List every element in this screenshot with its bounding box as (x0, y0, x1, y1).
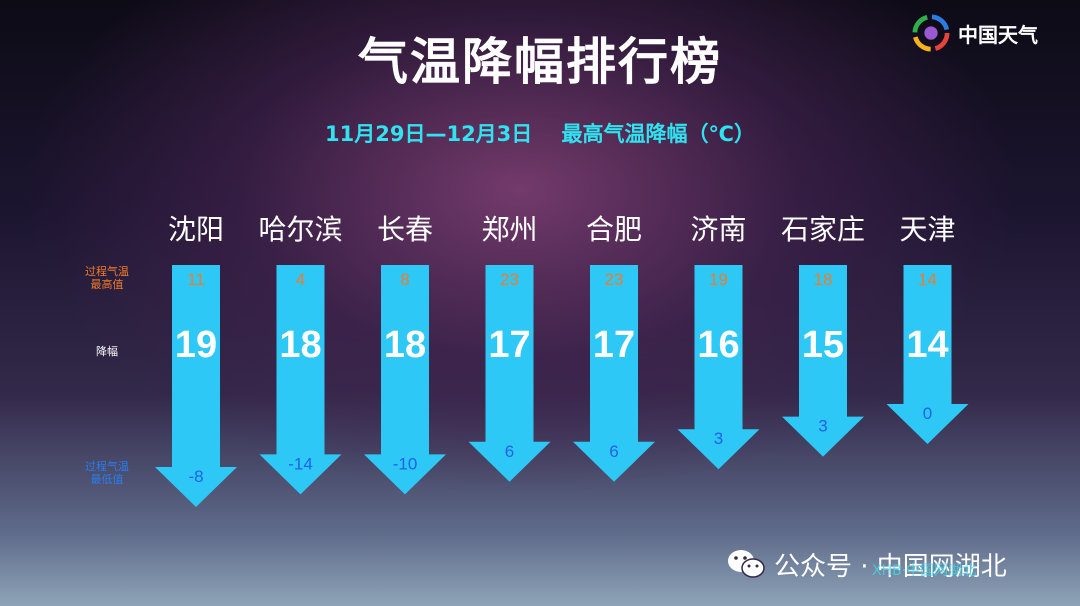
low-temp-label: -8 (188, 467, 203, 486)
drop-value-label: 18 (384, 324, 426, 366)
high-temp-label: 18 (814, 270, 833, 289)
drop-arrow: 8 18 -10 (364, 265, 446, 495)
high-temp-label: 23 (605, 270, 624, 289)
city-label: 哈尔滨 (258, 213, 343, 246)
row-label-high-line2: 最高值 (90, 278, 124, 291)
low-temp-label: 6 (505, 442, 514, 461)
drop-arrow: 23 17 6 (573, 265, 655, 482)
arrow-shape (886, 265, 969, 444)
city-label: 石家庄 (780, 213, 865, 246)
row-label-low: 过程气温 最低值 (72, 460, 142, 486)
watermark: 公众号 · 中国网湖北 (726, 544, 1007, 584)
arrow-shape (155, 265, 237, 507)
arrow-shape (677, 265, 760, 470)
drop-value-label: 16 (697, 324, 739, 366)
drop-arrow: 11 19 -8 (155, 265, 237, 507)
drop-arrow: 19 16 3 (677, 265, 760, 470)
low-temp-label: -14 (288, 454, 313, 473)
drop-value-label: 19 (175, 324, 217, 366)
arrow-shape (468, 265, 551, 482)
arrow-shape (573, 265, 655, 482)
city-label: 郑州 (481, 213, 538, 246)
city-label: 济南 (690, 213, 747, 246)
drop-value-label: 17 (593, 324, 635, 366)
city-label: 长春 (376, 213, 433, 246)
wechat-icon (728, 550, 765, 578)
watermark-text: 公众号 · 中国网湖北 (774, 551, 1007, 582)
weather-logo-icon (912, 14, 950, 52)
chart-subtitle: 11月29日—12月3日 最高气温降幅（℃） (325, 122, 755, 146)
high-temp-label: 8 (400, 270, 409, 289)
drop-value-label: 17 (488, 324, 530, 366)
row-label-low-line2: 最低值 (90, 473, 124, 486)
drop-arrow: 23 17 6 (468, 265, 551, 482)
city-label: 天津 (899, 213, 956, 246)
row-label-high: 过程气温 最高值 (72, 265, 142, 291)
row-label-high-line1: 过程气温 (85, 265, 129, 278)
drop-arrow: 4 18 -14 (259, 265, 342, 495)
low-temp-label: 6 (609, 442, 618, 461)
city-label: 沈阳 (167, 213, 224, 246)
high-temp-label: 23 (500, 270, 519, 289)
high-temp-label: 11 (187, 270, 205, 289)
high-temp-label: 4 (296, 270, 305, 289)
drop-arrow: 14 14 0 (886, 265, 969, 444)
high-temp-label: 19 (709, 270, 728, 289)
drop-arrow: 18 15 3 (782, 265, 864, 457)
high-temp-label: 14 (918, 270, 937, 289)
low-temp-label: 3 (818, 417, 827, 436)
low-temp-label: 0 (923, 404, 932, 423)
row-label-drop: 降幅 (96, 345, 118, 358)
arrow-shape (782, 265, 864, 457)
arrow-shape (259, 265, 342, 495)
watermark-overlay: XHB·中国网湖北 (872, 563, 977, 579)
drop-value-label: 15 (802, 324, 844, 366)
logo-text: 中国天气 (958, 22, 1038, 47)
brand-logo: 中国天气 (912, 12, 1038, 54)
low-temp-label: 3 (714, 429, 723, 448)
drop-value-label: 14 (906, 324, 948, 366)
page-title: 气温降幅排行榜 (358, 33, 722, 91)
drop-value-label: 18 (279, 324, 321, 366)
low-temp-label: -10 (393, 454, 418, 473)
city-label: 合肥 (585, 213, 642, 246)
arrow-shape (364, 265, 446, 495)
row-label-low-line1: 过程气温 (85, 460, 129, 473)
